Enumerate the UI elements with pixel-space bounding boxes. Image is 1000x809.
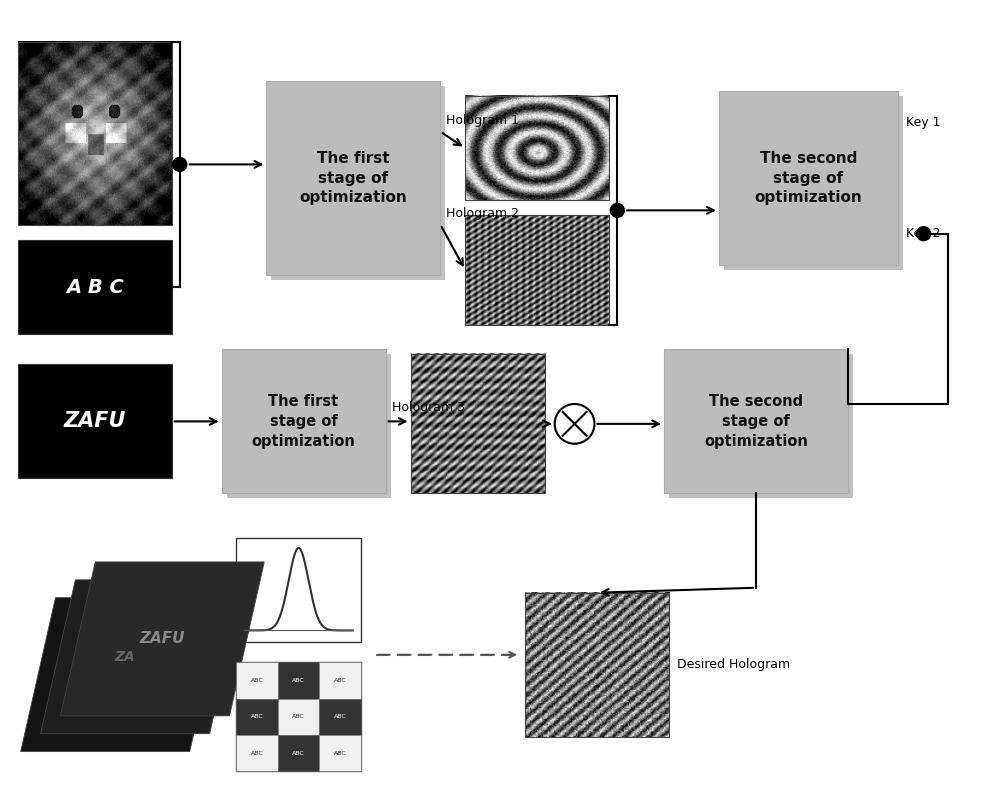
Circle shape bbox=[555, 404, 594, 443]
Bar bbox=[465, 96, 609, 201]
Bar bbox=[319, 663, 361, 699]
Polygon shape bbox=[41, 580, 244, 734]
Bar bbox=[465, 215, 609, 324]
Bar bbox=[236, 663, 361, 772]
Text: ABC: ABC bbox=[251, 751, 264, 756]
Text: ZAFU: ZAFU bbox=[140, 631, 185, 646]
Text: ZA: ZA bbox=[114, 650, 135, 663]
Circle shape bbox=[173, 158, 187, 172]
Text: Hologram 3: Hologram 3 bbox=[392, 401, 465, 414]
Bar bbox=[278, 735, 319, 772]
Text: The second
stage of
optimization: The second stage of optimization bbox=[754, 150, 862, 205]
Text: Hologram 2: Hologram 2 bbox=[446, 206, 519, 219]
Bar bbox=[278, 663, 319, 699]
Bar bbox=[18, 41, 172, 225]
Bar bbox=[18, 240, 172, 334]
Bar bbox=[525, 593, 669, 737]
Text: ABC: ABC bbox=[292, 714, 305, 719]
Text: ABC: ABC bbox=[334, 714, 346, 719]
FancyBboxPatch shape bbox=[222, 349, 386, 493]
Text: ABC: ABC bbox=[251, 678, 264, 683]
Polygon shape bbox=[21, 598, 225, 752]
Text: The second
stage of
optimization: The second stage of optimization bbox=[704, 394, 808, 449]
Bar bbox=[236, 735, 278, 772]
Bar bbox=[18, 364, 172, 478]
FancyBboxPatch shape bbox=[227, 354, 391, 498]
Bar bbox=[319, 735, 361, 772]
Text: ZAFU: ZAFU bbox=[64, 412, 126, 431]
Text: The first
stage of
optimization: The first stage of optimization bbox=[252, 394, 356, 449]
Text: ZA: ZA bbox=[80, 667, 101, 682]
Bar bbox=[236, 663, 278, 699]
Bar bbox=[236, 538, 361, 642]
Text: Hologram 1: Hologram 1 bbox=[446, 113, 519, 127]
Text: Key 2: Key 2 bbox=[906, 227, 940, 240]
FancyBboxPatch shape bbox=[719, 91, 898, 265]
FancyBboxPatch shape bbox=[669, 354, 853, 498]
FancyBboxPatch shape bbox=[266, 81, 440, 275]
FancyBboxPatch shape bbox=[724, 96, 903, 270]
Text: ABC: ABC bbox=[292, 678, 305, 683]
Polygon shape bbox=[60, 562, 264, 716]
Text: A B C: A B C bbox=[66, 277, 124, 297]
Circle shape bbox=[917, 227, 931, 240]
Text: Key 1: Key 1 bbox=[906, 116, 940, 129]
Text: ABC: ABC bbox=[334, 751, 346, 756]
FancyBboxPatch shape bbox=[664, 349, 848, 493]
Bar bbox=[278, 699, 319, 735]
Bar bbox=[319, 699, 361, 735]
Text: ABC: ABC bbox=[292, 751, 305, 756]
Text: ABC: ABC bbox=[334, 678, 346, 683]
Bar bbox=[236, 699, 278, 735]
Text: The first
stage of
optimization: The first stage of optimization bbox=[299, 150, 407, 205]
Text: ABC: ABC bbox=[251, 714, 264, 719]
Bar bbox=[411, 354, 545, 493]
Circle shape bbox=[610, 203, 624, 218]
Text: Desired Hologram: Desired Hologram bbox=[677, 659, 790, 671]
FancyBboxPatch shape bbox=[271, 87, 445, 280]
